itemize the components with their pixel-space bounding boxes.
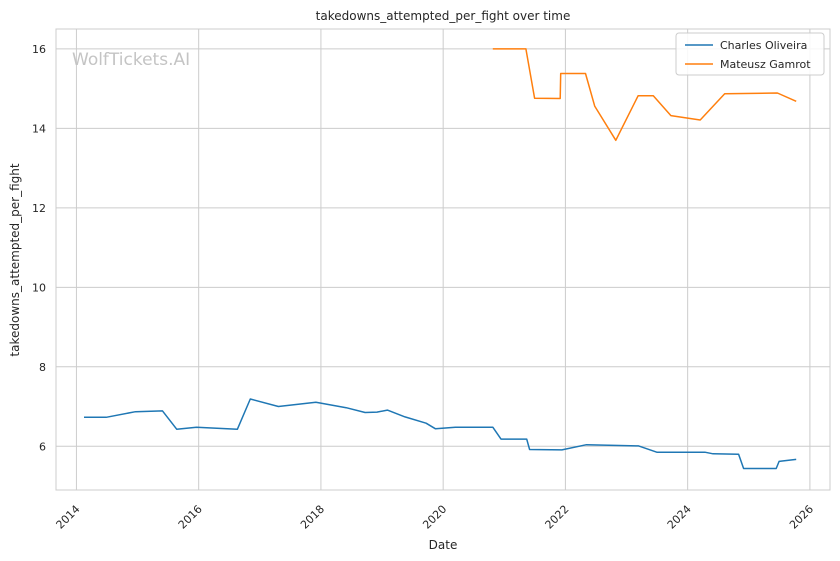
legend-label-charles-oliveira: Charles Oliveira: [720, 39, 807, 52]
vertical-grid: [75, 29, 811, 490]
watermark-logo: WolfTickets.AI: [72, 50, 190, 70]
y-tick-label: 8: [39, 361, 46, 374]
legend: Charles Oliveira Mateusz Gamrot: [675, 32, 825, 76]
y-tick-label: 12: [32, 202, 46, 215]
series-line-mateusz-gamrot: [492, 48, 797, 142]
y-axis-title: takedowns_attempted_per_fight: [8, 163, 22, 356]
y-tick-label: 16: [32, 43, 46, 56]
x-axis-title: Date: [429, 538, 458, 552]
y-tick-label: 6: [39, 440, 46, 453]
plot-frame: [55, 28, 831, 491]
y-tick-label: 10: [32, 281, 46, 294]
chart-title: takedowns_attempted_per_fight over time: [316, 9, 571, 23]
series-line-charles-oliveira: [84, 398, 797, 470]
series-layer: [84, 48, 797, 470]
y-tick-label: 14: [32, 122, 46, 135]
legend-label-mateusz-gamrot: Mateusz Gamrot: [720, 58, 811, 71]
y-tick-labels: 6 8 10 12 14 16: [32, 43, 46, 453]
